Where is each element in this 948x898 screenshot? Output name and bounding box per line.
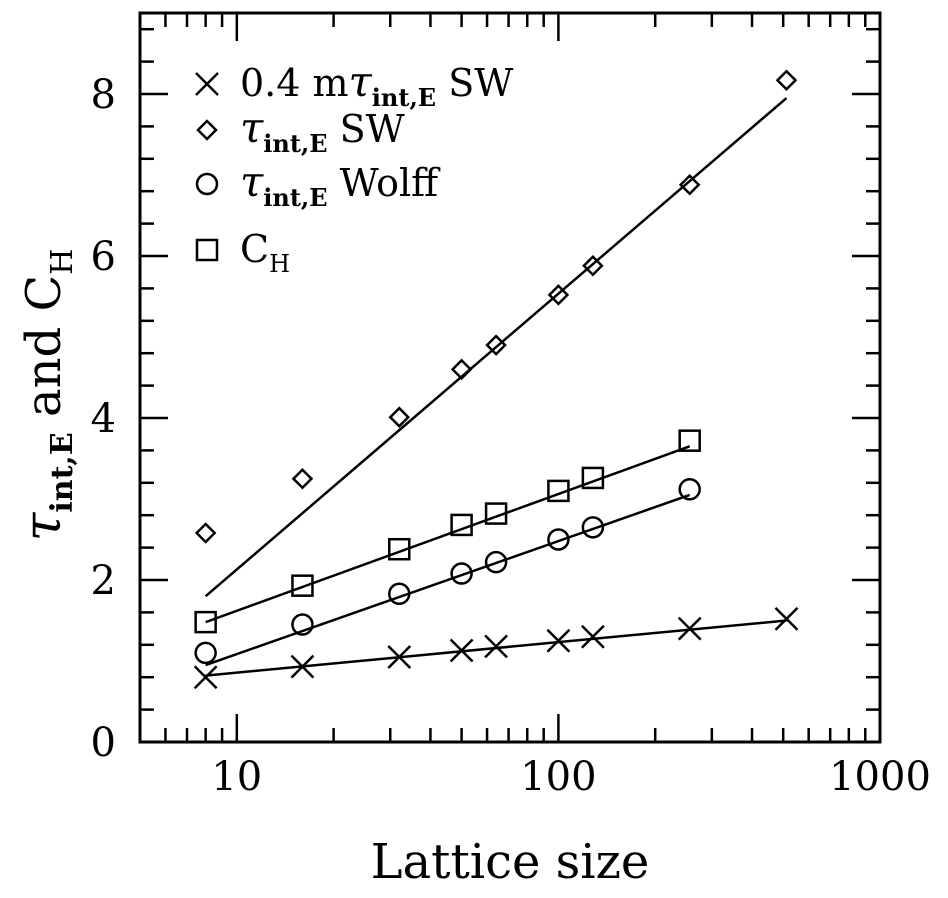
point-square-ch-0 [194,610,217,634]
y-tick-label-1: 2 [91,558,116,604]
point-circle-wolff-2 [388,582,411,606]
point-diamond-sw-6 [582,254,604,277]
plot-frame [138,11,882,744]
point-circle-wolff-6 [581,516,605,539]
legend-label-square-ch: CH [240,227,290,278]
point-circle-wolff-1 [291,613,314,636]
point-square-ch-3 [450,513,473,537]
point-x-sw-4 [484,634,508,659]
point-x-sw-1 [290,654,315,679]
legend-label-diamond-sw: τint,E SW [240,103,405,158]
point-diamond-sw-5 [547,284,570,306]
legend-marker-circle-wolff [195,172,219,196]
y-label-tau: τ [13,511,73,541]
point-diamond-sw-1 [291,467,314,490]
y-tick-label-4: 8 [91,72,116,118]
y-label-sub2: H [45,249,80,275]
point-x-sw-3 [449,638,474,663]
point-circle-wolff-0 [194,641,217,665]
legend-marker-square-ch [195,238,219,262]
point-circle-wolff-5 [547,528,570,551]
point-square-ch-1 [291,574,314,597]
point-circle-wolff-4 [484,550,508,574]
y-label-sub: int,E [45,432,80,512]
y-tick-label-3: 6 [91,234,116,280]
x-axis-label: Lattice size [371,834,650,890]
x-tick-label-0: 10 [211,754,262,800]
point-circle-wolff-3 [450,562,473,585]
point-square-ch-4 [484,502,508,525]
point-diamond-sw-2 [388,406,411,428]
legend-marker-x-sw [195,72,219,96]
point-square-ch-7 [678,429,701,452]
legend-marker-diamond-sw [196,119,218,141]
point-diamond-sw-8 [775,69,798,91]
y-tick-label-0: 0 [91,720,116,766]
point-circle-wolff-7 [678,478,701,501]
x-tick-label-2: 1000 [829,754,931,800]
point-square-ch-2 [388,537,411,561]
y-label-and: and C [16,275,72,433]
legend-label-circle-wolff: τint,E Wolff [240,157,441,212]
point-x-sw-7 [677,616,702,641]
point-x-sw-8 [774,606,799,631]
x-tick-label-1: 100 [520,754,596,800]
point-x-sw-0 [193,665,218,690]
data-markers [193,69,799,690]
point-diamond-sw-4 [485,334,507,356]
point-x-sw-2 [387,645,412,669]
point-x-sw-6 [580,624,605,649]
point-square-ch-5 [547,479,570,503]
legend-label-x-sw: 0.4 mτint,E SW [240,57,513,112]
tick-labels: 10 100 1000 0 2 4 6 8 [91,72,931,800]
y-axis-label: τint,E and CH [13,249,80,542]
point-diamond-sw-3 [450,358,473,381]
point-diamond-sw-0 [194,522,217,544]
point-diamond-sw-7 [678,173,701,196]
fit-line-diamond-sw [204,97,788,598]
point-x-sw-5 [546,628,571,653]
fit-line-square-ch [205,445,691,624]
svg-text:τint,E and CH: τint,E and CH [13,249,80,542]
fit-line-circle-wolff [205,493,691,667]
y-tick-label-2: 4 [91,396,116,442]
point-square-ch-6 [581,466,605,490]
